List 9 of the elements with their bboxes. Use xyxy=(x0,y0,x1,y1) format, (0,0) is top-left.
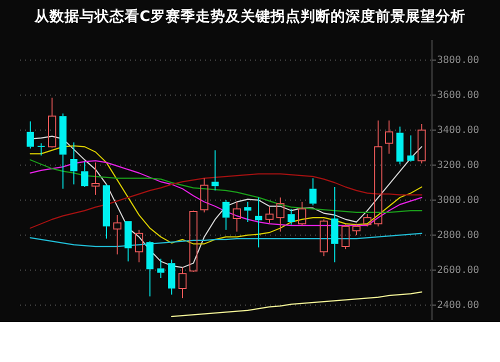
ytick: 3000.00 xyxy=(437,194,480,206)
title: 从数据与状态看C罗赛季走势及关键拐点判断的深度前景展望分析 xyxy=(34,8,466,25)
ytick: 2600.00 xyxy=(437,264,480,276)
ytick: 3400.00 xyxy=(437,124,480,136)
ytick: 2800.00 xyxy=(437,230,480,241)
ytick: 3800.00 xyxy=(437,54,480,66)
ytick: 2400.00 xyxy=(437,300,480,311)
ytick: 3600.00 xyxy=(437,90,480,101)
ytick: 3200.00 xyxy=(437,160,480,171)
